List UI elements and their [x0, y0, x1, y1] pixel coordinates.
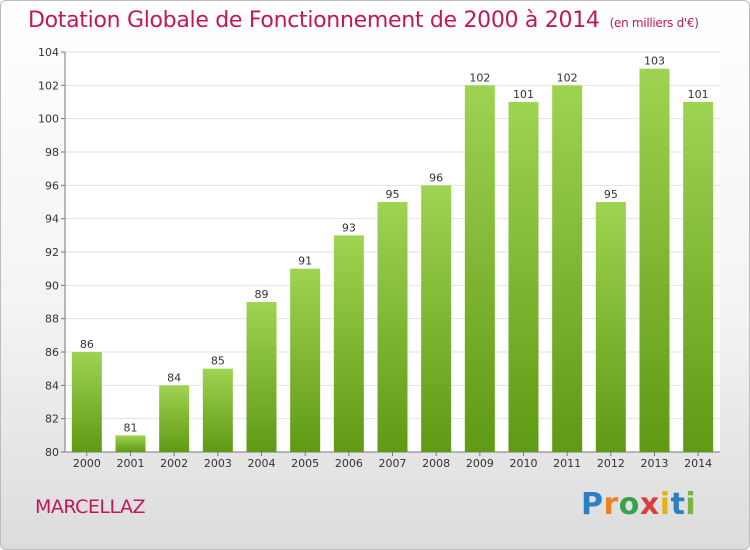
bar-value-label: 84	[167, 371, 181, 384]
x-tick-label: 2004	[248, 457, 276, 470]
bar	[290, 268, 321, 452]
bar-value-label: 89	[255, 288, 269, 301]
chart-subtitle: (en milliers d'€)	[609, 16, 699, 30]
bar	[683, 102, 714, 452]
bar-value-label: 81	[124, 421, 138, 434]
x-tick-label: 2014	[684, 457, 712, 470]
x-tick-label: 2005	[291, 457, 319, 470]
proxiti-logo: Proxiti	[581, 487, 697, 522]
bar	[639, 68, 670, 453]
bar-value-label: 103	[644, 55, 665, 68]
bar-value-label: 85	[211, 355, 225, 368]
y-tick-label: 96	[45, 179, 59, 192]
y-tick-label: 94	[45, 213, 59, 226]
bar-value-label: 102	[469, 71, 490, 84]
x-tick-label: 2013	[641, 457, 669, 470]
y-tick-label: 80	[45, 446, 59, 459]
y-tick-label: 100	[38, 113, 59, 126]
x-tick-label: 2009	[466, 457, 494, 470]
x-tick-label: 2001	[117, 457, 145, 470]
y-tick-label: 88	[45, 313, 59, 326]
x-tick-label: 2003	[204, 457, 232, 470]
bar-value-label: 96	[429, 171, 443, 184]
bar	[333, 235, 364, 452]
x-tick-label: 2012	[597, 457, 625, 470]
bar-value-label: 86	[80, 338, 94, 351]
bar-value-label: 101	[513, 88, 534, 101]
y-tick-label: 84	[45, 379, 59, 392]
x-tick-label: 2000	[73, 457, 101, 470]
y-tick-label: 82	[45, 413, 59, 426]
bar	[246, 302, 277, 452]
bar	[202, 368, 233, 452]
bar	[115, 435, 146, 452]
bar	[464, 85, 495, 452]
bar-value-label: 93	[342, 221, 356, 234]
bar-value-label: 101	[688, 88, 709, 101]
bar-value-label: 95	[604, 188, 618, 201]
commune-name: MARCELLAZ	[35, 496, 146, 518]
bar	[508, 102, 539, 452]
bar-value-label: 95	[386, 188, 400, 201]
bar	[377, 202, 408, 452]
y-tick-label: 102	[38, 79, 59, 92]
x-tick-label: 2010	[510, 457, 538, 470]
bar	[159, 385, 190, 452]
bar-value-label: 102	[557, 71, 578, 84]
bar	[552, 85, 583, 452]
x-tick-label: 2011	[553, 457, 581, 470]
y-tick-label: 86	[45, 346, 59, 359]
y-tick-label: 92	[45, 246, 59, 259]
y-tick-label: 104	[38, 46, 59, 59]
chart-title: Dotation Globale de Fonctionnement de 20…	[28, 8, 699, 33]
bar	[421, 185, 452, 453]
bar-value-label: 91	[298, 255, 312, 268]
x-tick-label: 2002	[160, 457, 188, 470]
x-tick-label: 2007	[379, 457, 407, 470]
bar	[595, 202, 626, 452]
y-tick-label: 98	[45, 146, 59, 159]
y-tick-label: 90	[45, 279, 59, 292]
chart-title-text: Dotation Globale de Fonctionnement de 20…	[28, 8, 600, 33]
x-tick-label: 2006	[335, 457, 363, 470]
bar	[71, 352, 102, 452]
x-tick-label: 2008	[422, 457, 450, 470]
